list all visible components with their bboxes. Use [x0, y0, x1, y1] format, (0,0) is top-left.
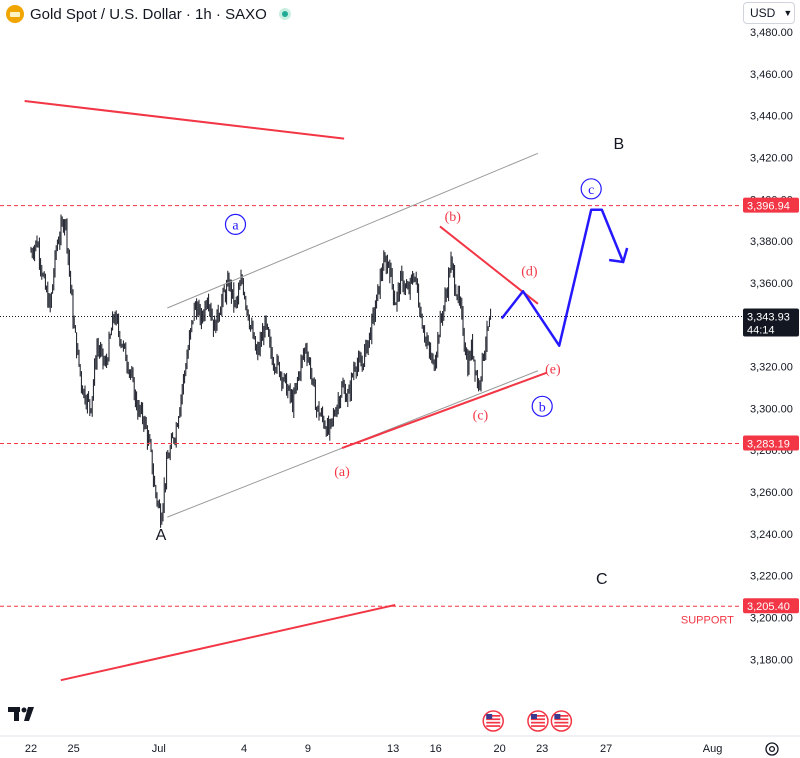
- tradingview-logo: [8, 707, 34, 721]
- flag-stripe: [554, 721, 569, 724]
- wave-label: C: [596, 571, 608, 588]
- price-tag-label: 3,343.93: [747, 312, 790, 324]
- support-label: SUPPORT: [681, 615, 734, 627]
- flag-stripe: [554, 718, 569, 721]
- gold-bars-icon: [6, 5, 24, 23]
- flag-stripe: [486, 721, 501, 724]
- y-tick-label: 3,420.00: [750, 152, 793, 164]
- y-tick-label: 3,240.00: [750, 529, 793, 541]
- symbol-header[interactable]: Gold Spot / U.S. Dollar · 1h · SAXO: [6, 4, 291, 24]
- flag-stripe: [530, 721, 545, 724]
- x-tick-label: 22: [25, 743, 37, 755]
- flag-stripe: [486, 725, 501, 727]
- flag-stripe: [486, 715, 501, 717]
- wave-label: B: [614, 136, 625, 153]
- red-triangle-upper: [439, 225, 539, 305]
- price-tag: [743, 598, 799, 614]
- price-tag: [743, 435, 799, 451]
- countdown-label: 44:14: [747, 325, 775, 337]
- x-tick-label: 4: [241, 743, 247, 755]
- flag-canton: [530, 714, 537, 719]
- us-flag-event-icon[interactable]: [550, 710, 573, 732]
- flag-stripe: [530, 718, 545, 721]
- y-tick-label: 3,320.00: [750, 362, 793, 374]
- x-tick-label: Aug: [703, 743, 723, 755]
- wave-label: b: [539, 400, 546, 415]
- y-tick-label: 3,460.00: [750, 69, 793, 81]
- y-tick-label: 3,260.00: [750, 487, 793, 499]
- x-tick-label: 25: [67, 743, 79, 755]
- wave-circle: [580, 178, 602, 200]
- x-tick-label: 16: [430, 743, 442, 755]
- price-axis-bg: [742, 0, 800, 758]
- flag-stripe: [530, 715, 545, 717]
- chevron-down-icon: ▼: [783, 8, 793, 18]
- flag-stripe: [530, 725, 545, 727]
- wave-label: A: [156, 527, 167, 544]
- price-tag: [743, 308, 799, 337]
- gray-channel-upper: [167, 152, 539, 309]
- gear-icon[interactable]: [764, 741, 780, 757]
- red-support-line: [60, 603, 396, 682]
- symbol-title: Gold Spot / U.S. Dollar · 1h · SAXO: [30, 5, 267, 23]
- wave-label: (e): [545, 363, 561, 378]
- flag-stripe: [486, 718, 501, 721]
- currency-label: USD: [750, 6, 776, 20]
- flag-canton: [554, 714, 561, 719]
- y-tick-label: 3,180.00: [750, 654, 793, 666]
- projection-arrowhead: [608, 247, 629, 264]
- y-tick-label: 3,200.00: [750, 612, 793, 624]
- us-flag-event-icon[interactable]: [482, 710, 504, 732]
- x-tick-label: Jul: [152, 743, 166, 755]
- candles: [30, 214, 492, 528]
- x-tick-label: 20: [493, 743, 505, 755]
- projection-path: [500, 208, 625, 347]
- wave-label: (b): [445, 210, 462, 225]
- flag-stripe: [554, 715, 569, 717]
- us-flag-event-icon[interactable]: [527, 710, 549, 732]
- wave-label: a: [232, 218, 239, 233]
- wave-label: c: [588, 183, 594, 198]
- red-triangle-lower: [341, 371, 547, 450]
- x-tick-label: 23: [536, 743, 548, 755]
- flag-canton: [486, 714, 493, 719]
- y-tick-label: 3,220.00: [750, 571, 793, 583]
- price-tag-label: 3,396.94: [747, 201, 790, 213]
- wave-label: (d): [521, 264, 538, 279]
- x-tick-label: 27: [600, 743, 612, 755]
- y-tick-label: 3,300.00: [750, 403, 793, 415]
- flag-stripe: [554, 725, 569, 727]
- red-downtrend-top: [24, 100, 345, 140]
- price-tag: [743, 197, 799, 213]
- wave-label: (a): [334, 465, 350, 480]
- wave-circle: [224, 213, 247, 235]
- price-tag-label: 3,205.40: [747, 601, 790, 613]
- x-tick-label: 13: [387, 743, 399, 755]
- x-tick-label: 9: [305, 743, 311, 755]
- y-tick-label: 3,440.00: [750, 111, 793, 123]
- y-tick-label: 3,480.00: [750, 27, 793, 39]
- currency-selector[interactable]: USD ▼: [743, 2, 795, 24]
- y-tick-label: 3,380.00: [750, 236, 793, 248]
- wave-label: (c): [473, 409, 489, 424]
- y-tick-label: 3,360.00: [750, 278, 793, 290]
- market-open-icon: [278, 8, 291, 20]
- wave-circle: [531, 395, 553, 417]
- price-tag-label: 3,283.19: [747, 439, 790, 451]
